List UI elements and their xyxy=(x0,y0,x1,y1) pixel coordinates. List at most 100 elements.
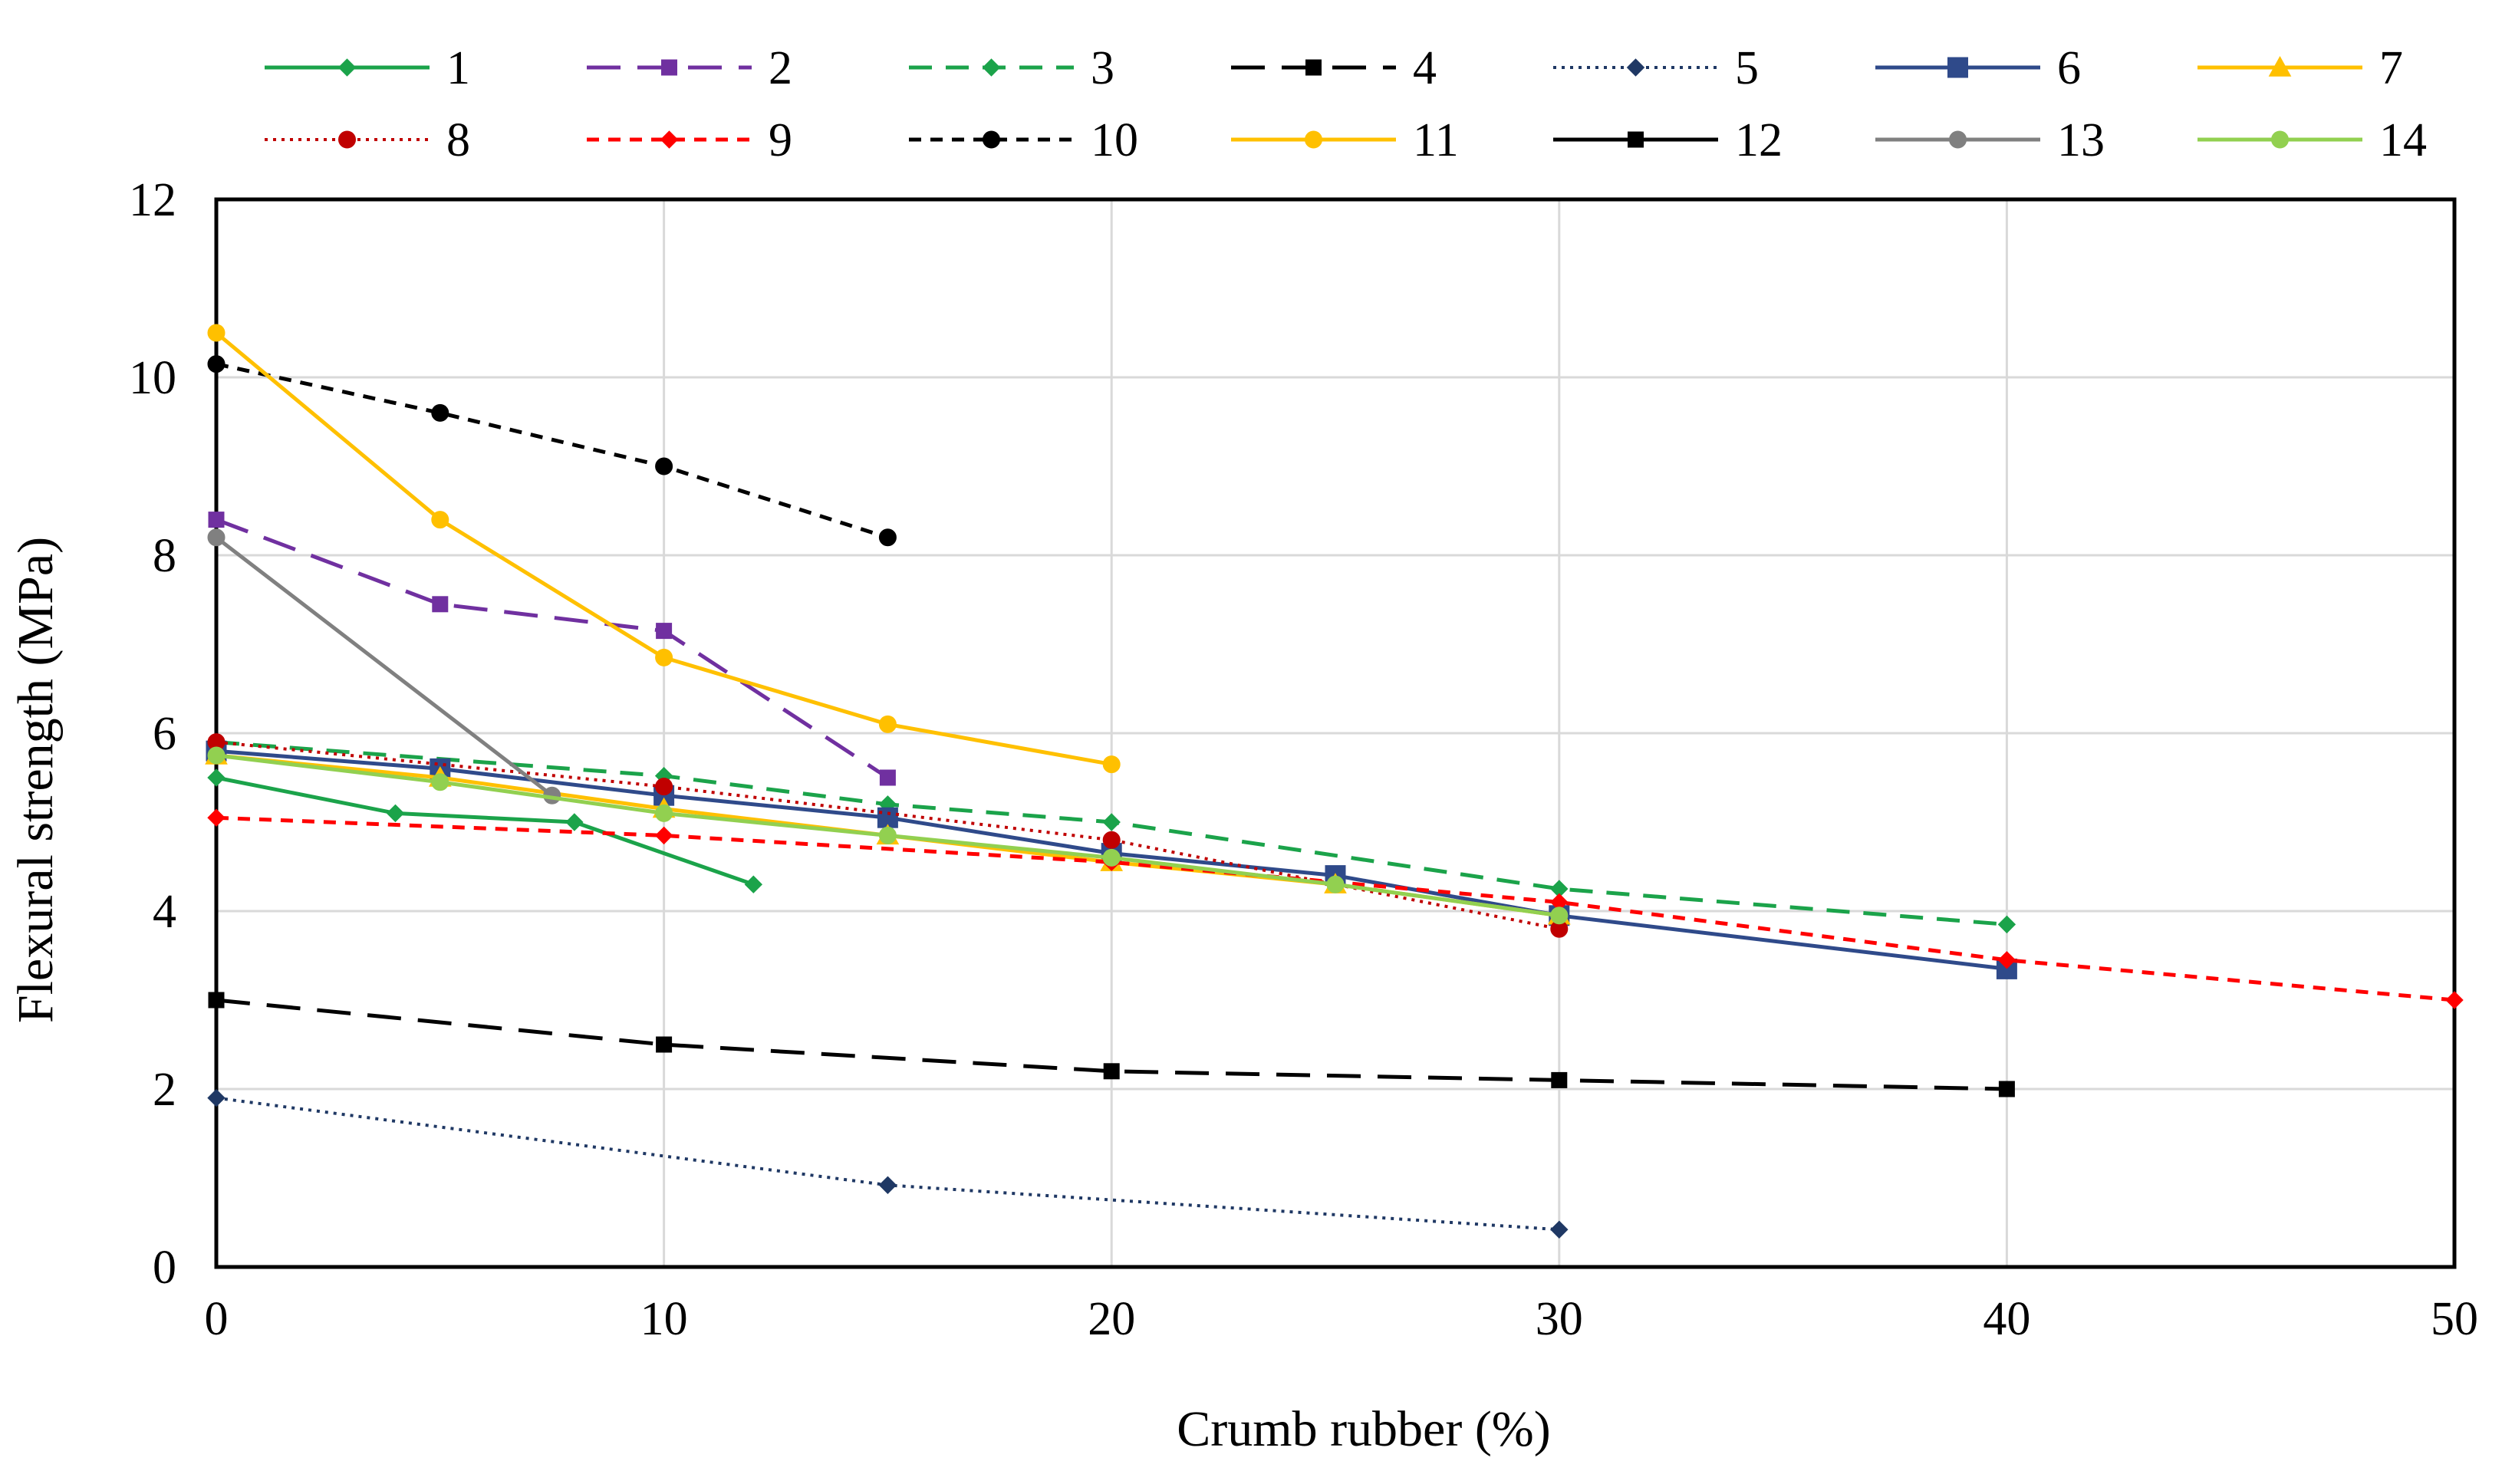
series-10-point xyxy=(431,403,449,422)
series-2-point xyxy=(879,769,896,786)
series-8 xyxy=(207,733,1569,938)
legend-swatch-marker xyxy=(660,130,679,149)
series-4-point xyxy=(1103,1063,1120,1080)
series-1-point xyxy=(207,768,226,787)
legend-swatch-marker xyxy=(983,130,1000,149)
series-4 xyxy=(208,992,2015,1097)
legend-label: 6 xyxy=(2057,42,2081,94)
legend-swatch-marker xyxy=(1305,130,1322,149)
series-9-point xyxy=(207,808,226,827)
series-8-point xyxy=(1102,831,1121,849)
legend-label: 5 xyxy=(1735,42,1759,94)
series-14-point xyxy=(878,826,897,844)
series-10 xyxy=(207,355,897,547)
series-13-line xyxy=(215,535,554,798)
y-tick-label: 0 xyxy=(153,1242,176,1294)
series-1 xyxy=(207,768,763,893)
series-3-point xyxy=(1997,915,2016,934)
legend-item-8: 8 xyxy=(265,114,470,166)
legend-label: 2 xyxy=(769,42,792,94)
series-2-line xyxy=(216,518,889,780)
series-4-line xyxy=(216,998,2007,1091)
legend-item-2: 2 xyxy=(587,42,792,94)
series-11-point xyxy=(431,511,449,529)
legend-item-13: 13 xyxy=(1875,114,2105,166)
x-tick-label: 40 xyxy=(1983,1293,2030,1345)
series-5 xyxy=(207,1088,1569,1239)
series-2-point xyxy=(208,512,225,528)
series-2 xyxy=(208,512,896,786)
legend-item-3: 3 xyxy=(909,42,1114,94)
x-tick-label: 20 xyxy=(1088,1293,1135,1345)
series-14-point xyxy=(655,804,673,822)
legend-swatch-marker xyxy=(2271,130,2289,149)
legend-item-14: 14 xyxy=(2197,114,2427,166)
legend-item-10: 10 xyxy=(909,114,1138,166)
series-13-point xyxy=(207,528,226,547)
series-2-point xyxy=(432,596,449,613)
legend-swatch-marker xyxy=(661,59,677,76)
legend-swatch-marker xyxy=(338,130,356,149)
series-10-point xyxy=(207,355,226,373)
legend-swatch-marker xyxy=(1949,130,1967,149)
legend-swatch-marker xyxy=(2268,55,2292,77)
y-tick-label: 2 xyxy=(153,1064,176,1116)
series-11-point xyxy=(655,648,673,666)
series-4-point xyxy=(656,1036,673,1053)
legend-swatch-marker xyxy=(1626,58,1645,77)
series-14 xyxy=(207,746,1569,925)
series-10-point xyxy=(878,528,897,547)
series-14-point xyxy=(431,773,449,791)
legend-item-9: 9 xyxy=(587,114,792,166)
legend-item-1: 1 xyxy=(265,42,470,94)
series-11-point xyxy=(207,324,226,342)
series-8-line xyxy=(216,740,1560,931)
legend-swatch-marker xyxy=(982,58,1001,77)
gridlines xyxy=(216,199,2454,1267)
series-4-point xyxy=(1998,1081,2015,1097)
series-14-point xyxy=(1550,907,1569,925)
series-10-point xyxy=(655,457,673,475)
series-14-point xyxy=(207,746,226,765)
y-tick-label: 4 xyxy=(153,886,176,938)
series-11-point xyxy=(878,715,897,733)
series-3-point xyxy=(1102,813,1121,831)
legend-label: 10 xyxy=(1091,114,1138,166)
legend-label: 3 xyxy=(1091,42,1114,94)
legend-label: 14 xyxy=(2379,114,2427,166)
y-tick-label: 8 xyxy=(153,530,176,582)
series-1-point xyxy=(744,875,763,893)
legend-label: 8 xyxy=(446,114,470,166)
legend-item-6: 6 xyxy=(1875,42,2081,94)
x-axis-title: Crumb rubber (%) xyxy=(1177,1401,1551,1457)
legend-swatch-marker xyxy=(1305,59,1322,76)
legend-swatch-marker xyxy=(1947,57,1968,78)
series-11-point xyxy=(1102,755,1121,774)
series-3-line xyxy=(216,740,2007,926)
series-layer xyxy=(205,324,2464,1239)
y-tick-label: 6 xyxy=(153,708,176,760)
axis-ticks: 0 2 4 6 8 10 12 0 10 20 30 40 50 xyxy=(129,174,2478,1345)
series-1-point xyxy=(386,804,405,823)
series-5-point xyxy=(878,1176,897,1194)
series-4-point xyxy=(1551,1071,1568,1088)
legend-label: 11 xyxy=(1413,114,1459,166)
series-1-point xyxy=(565,813,584,831)
legend-label: 13 xyxy=(2057,114,2105,166)
series-14-point xyxy=(1102,848,1121,867)
y-tick-label: 12 xyxy=(129,174,176,226)
series-5-point xyxy=(207,1088,226,1107)
legend-label: 9 xyxy=(769,114,792,166)
legend-label: 1 xyxy=(446,42,470,94)
series-9-point xyxy=(2445,991,2464,1009)
series-10-line xyxy=(216,362,889,540)
legend-swatch-marker xyxy=(337,58,357,77)
series-13 xyxy=(207,528,561,805)
legend-label: 7 xyxy=(2379,42,2403,94)
series-2-point xyxy=(656,623,673,640)
legend-item-11: 11 xyxy=(1231,114,1459,166)
series-4-point xyxy=(208,992,225,1009)
y-tick-label: 10 xyxy=(129,352,176,404)
series-9-point xyxy=(1997,951,2016,969)
